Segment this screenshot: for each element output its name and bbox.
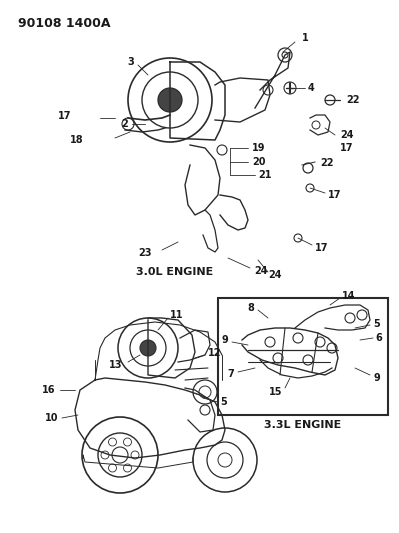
Text: 4: 4 (308, 83, 315, 93)
Text: 2: 2 (121, 119, 128, 129)
Text: 17: 17 (315, 243, 328, 253)
Text: 15: 15 (269, 387, 282, 397)
Text: 9: 9 (373, 373, 380, 383)
Text: 17: 17 (58, 111, 71, 121)
Text: 3.0L ENGINE: 3.0L ENGINE (136, 267, 213, 277)
Text: 11: 11 (170, 310, 184, 320)
Text: 3: 3 (127, 57, 134, 67)
Text: 17: 17 (328, 190, 342, 200)
Text: 12: 12 (208, 348, 221, 358)
Text: 24: 24 (254, 266, 267, 276)
Text: 19: 19 (252, 143, 265, 153)
Text: 17: 17 (340, 143, 354, 153)
Text: 9: 9 (221, 335, 228, 345)
Text: 22: 22 (346, 95, 359, 105)
Text: 16: 16 (42, 385, 55, 395)
Text: 23: 23 (138, 248, 152, 258)
Text: 20: 20 (252, 157, 265, 167)
Text: 14: 14 (342, 291, 356, 301)
Text: 24: 24 (268, 270, 282, 280)
Text: 21: 21 (258, 170, 271, 180)
Text: 7: 7 (227, 369, 234, 379)
Circle shape (140, 340, 156, 356)
Text: 24: 24 (340, 130, 354, 140)
Text: 8: 8 (247, 303, 254, 313)
Text: 3.3L ENGINE: 3.3L ENGINE (265, 420, 342, 430)
Text: 6: 6 (375, 333, 382, 343)
Text: 22: 22 (320, 158, 334, 168)
Text: 5: 5 (373, 319, 380, 329)
Text: 10: 10 (45, 413, 59, 423)
Text: 18: 18 (70, 135, 84, 145)
Text: 90108 1400A: 90108 1400A (18, 17, 111, 30)
Circle shape (158, 88, 182, 112)
Bar (218, 298, 388, 415)
Text: 5: 5 (220, 397, 227, 407)
Text: 1: 1 (302, 33, 309, 43)
Text: 13: 13 (109, 360, 122, 370)
